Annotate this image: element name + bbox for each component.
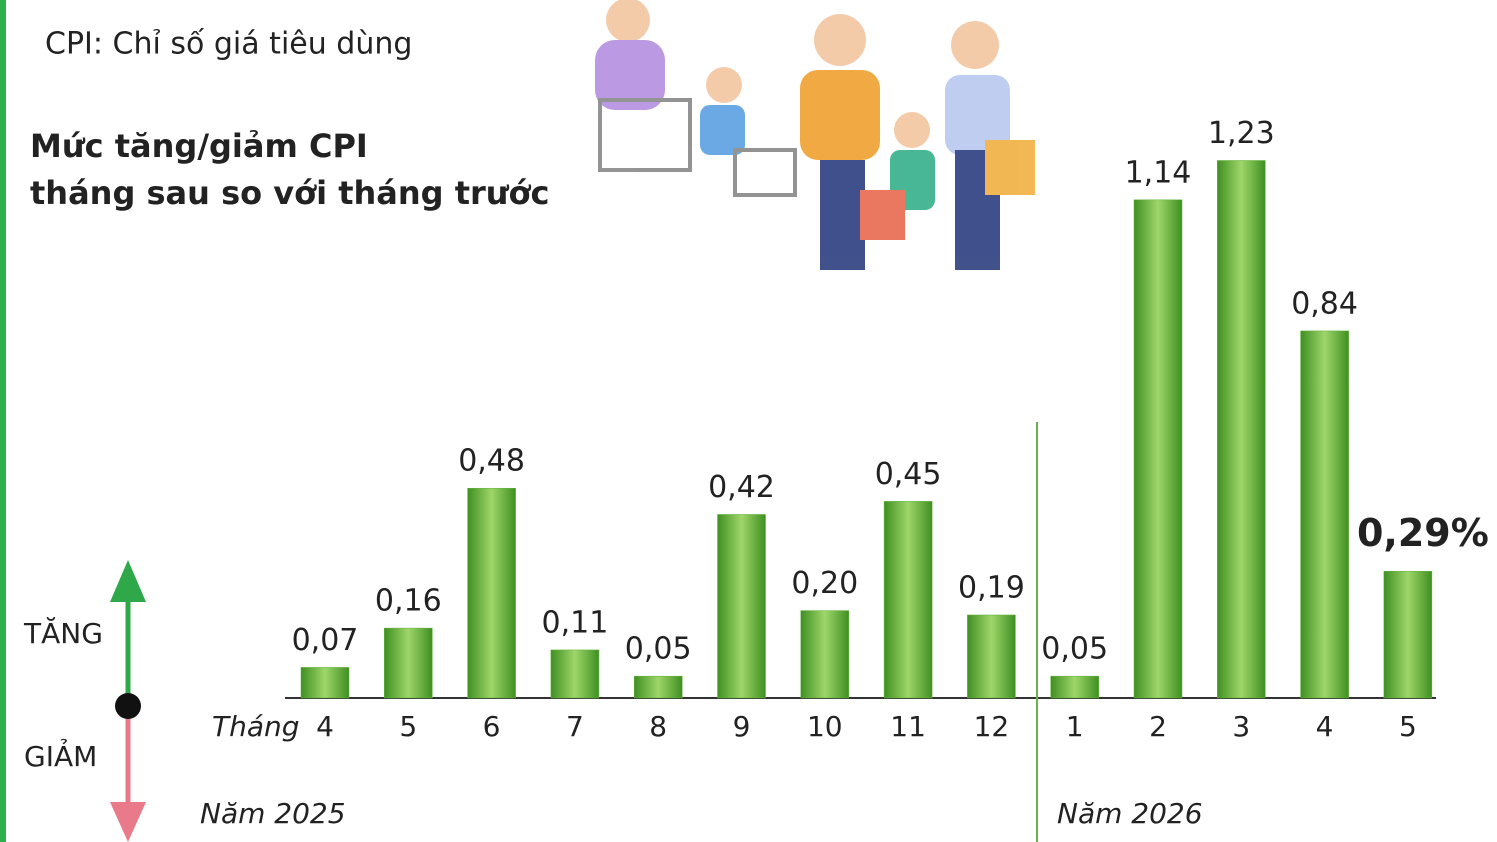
x-tick-label: 4 <box>316 710 334 743</box>
x-tick-label: 6 <box>483 710 501 743</box>
x-tick-label: 8 <box>649 710 667 743</box>
value-label: 0,42 <box>708 470 775 505</box>
value-label: 0,05 <box>625 632 692 667</box>
bar <box>800 610 850 699</box>
bar <box>1383 571 1433 699</box>
x-tick-label: 3 <box>1232 710 1250 743</box>
x-tick-label: 7 <box>566 710 584 743</box>
down-arrow-head <box>110 802 146 842</box>
bar <box>384 627 433 699</box>
x-tick-label: 2 <box>1149 710 1167 743</box>
bar <box>467 487 516 699</box>
value-label: 0,48 <box>458 444 525 479</box>
x-axis-label: Tháng <box>212 710 300 743</box>
value-label: 0,11 <box>542 605 609 640</box>
bar <box>717 514 766 699</box>
group-label: Năm 2025 <box>200 797 346 830</box>
x-tick-label: 5 <box>399 710 417 743</box>
title-line: Mức tăng/giảm CPI <box>30 127 368 165</box>
value-label: 0,07 <box>292 623 359 658</box>
bar <box>550 649 600 699</box>
illustration <box>595 0 1035 270</box>
legend-down: GIẢM <box>24 738 97 773</box>
value-label: 0,19 <box>958 570 1025 605</box>
value-label: 0,45 <box>875 457 942 492</box>
x-tick-label: 9 <box>733 710 751 743</box>
x-tick-label: 5 <box>1399 710 1417 743</box>
value-label: 1,23 <box>1208 116 1275 151</box>
x-tick-label: 11 <box>890 710 926 743</box>
origin-dot <box>115 693 141 719</box>
bar <box>1050 675 1099 699</box>
subtitle: CPI: Chỉ số giá tiêu dùng <box>45 27 412 62</box>
bar <box>967 614 1016 699</box>
x-tick-label: 4 <box>1316 710 1334 743</box>
group-label: Năm 2026 <box>1057 797 1203 830</box>
x-tick-label: 1 <box>1066 710 1084 743</box>
value-label: 1,14 <box>1125 155 1192 190</box>
value-label: 0,05 <box>1041 632 1108 667</box>
bar <box>1300 330 1349 699</box>
bar <box>883 501 933 699</box>
title-line: tháng sau so với tháng trước <box>30 174 550 212</box>
up-arrow-head <box>110 560 146 602</box>
left-border <box>0 0 6 842</box>
value-label: 0,16 <box>375 584 442 619</box>
bar <box>1217 160 1266 699</box>
bar <box>1133 199 1183 699</box>
bar <box>300 667 350 699</box>
bar <box>633 675 683 699</box>
legend-up: TĂNG <box>23 616 103 650</box>
highlight-value-label: 0,29% <box>1357 511 1489 555</box>
value-label: 0,84 <box>1291 286 1358 321</box>
x-tick-label: 10 <box>807 710 843 743</box>
value-label: 0,20 <box>791 566 858 601</box>
x-tick-label: 12 <box>974 710 1010 743</box>
